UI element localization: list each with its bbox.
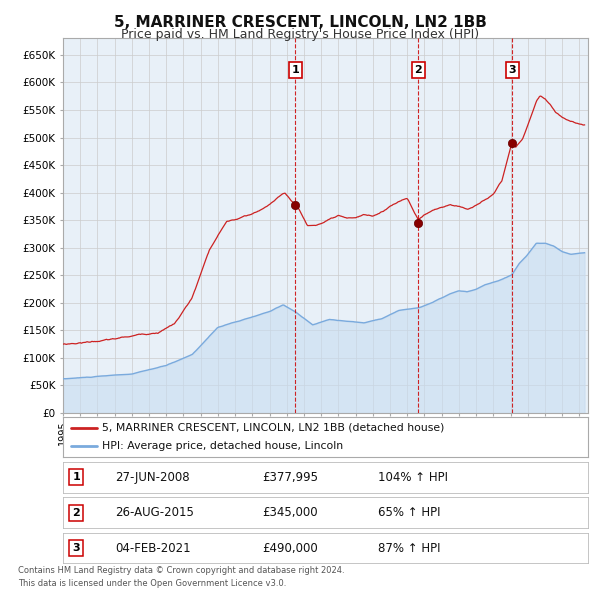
Text: 27-JUN-2008: 27-JUN-2008 — [115, 471, 190, 484]
Text: Price paid vs. HM Land Registry's House Price Index (HPI): Price paid vs. HM Land Registry's House … — [121, 28, 479, 41]
Text: 3: 3 — [73, 543, 80, 553]
Text: Contains HM Land Registry data © Crown copyright and database right 2024.: Contains HM Land Registry data © Crown c… — [18, 566, 344, 575]
Text: 1: 1 — [72, 473, 80, 482]
Text: 3: 3 — [508, 65, 516, 75]
Text: 104% ↑ HPI: 104% ↑ HPI — [378, 471, 448, 484]
Text: 87% ↑ HPI: 87% ↑ HPI — [378, 542, 440, 555]
Text: £490,000: £490,000 — [263, 542, 318, 555]
Text: £377,995: £377,995 — [263, 471, 319, 484]
Text: 04-FEB-2021: 04-FEB-2021 — [115, 542, 191, 555]
Text: £345,000: £345,000 — [263, 506, 318, 519]
Text: 2: 2 — [72, 508, 80, 517]
Text: This data is licensed under the Open Government Licence v3.0.: This data is licensed under the Open Gov… — [18, 579, 286, 588]
Text: 5, MARRINER CRESCENT, LINCOLN, LN2 1BB: 5, MARRINER CRESCENT, LINCOLN, LN2 1BB — [113, 15, 487, 30]
Text: 65% ↑ HPI: 65% ↑ HPI — [378, 506, 440, 519]
Text: 2: 2 — [415, 65, 422, 75]
Text: HPI: Average price, detached house, Lincoln: HPI: Average price, detached house, Linc… — [103, 441, 343, 451]
Text: 5, MARRINER CRESCENT, LINCOLN, LN2 1BB (detached house): 5, MARRINER CRESCENT, LINCOLN, LN2 1BB (… — [103, 423, 445, 433]
Text: 1: 1 — [291, 65, 299, 75]
Text: 26-AUG-2015: 26-AUG-2015 — [115, 506, 194, 519]
